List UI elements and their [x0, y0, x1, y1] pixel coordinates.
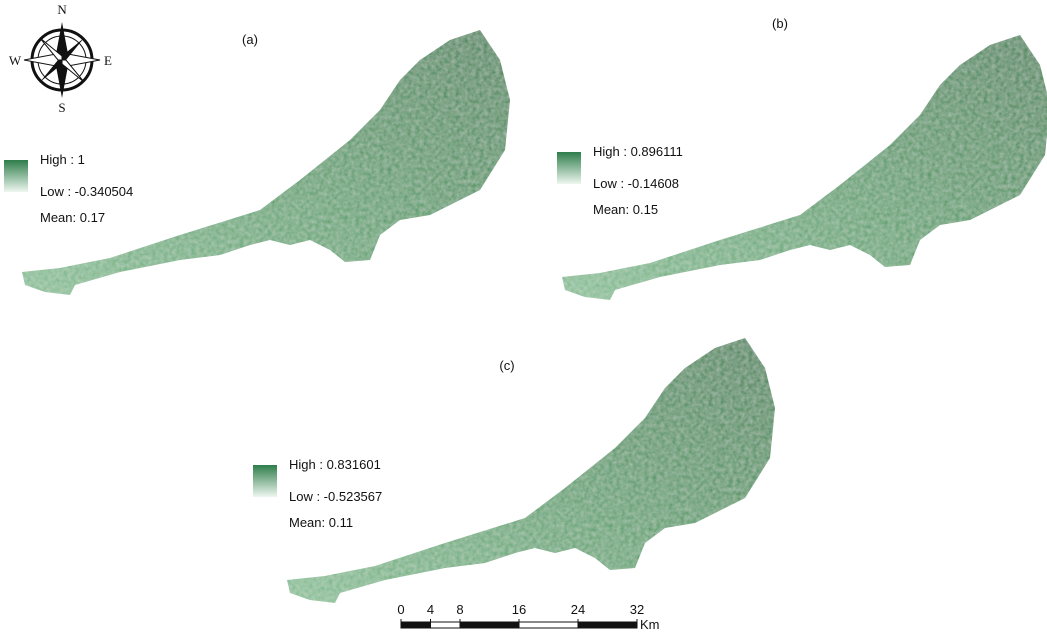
legend-ramp [557, 152, 581, 184]
legend-ramp [4, 160, 28, 192]
scale-label: 8 [456, 602, 463, 617]
legend-ramp [253, 465, 277, 497]
scale-label: 16 [512, 602, 526, 617]
compass-w: W [9, 53, 22, 68]
scale-label: 0 [397, 602, 404, 617]
region-map-a [22, 30, 510, 295]
scale-label: 32 [630, 602, 644, 617]
scale-unit: Km [640, 617, 660, 632]
legend-high: High : 1 [40, 152, 85, 167]
legend-mean: Mean: 0.17 [40, 210, 105, 225]
panel-2: (c) High : 0.831601 Low : -0.523567 Mean: 0… [253, 358, 515, 530]
legend-high: High : 0.896111 [593, 144, 683, 159]
legend-mean: Mean: 0.11 [289, 515, 353, 530]
panel-label: (b) [772, 16, 788, 31]
compass-e: E [104, 53, 112, 68]
panel-label: (a) [242, 32, 258, 47]
legend-high: High : 0.831601 [289, 457, 381, 472]
panel-1: (b) High : 0.896111 Low : -0.14608 Mean: 0.… [557, 16, 788, 217]
scale-segment [401, 622, 431, 628]
figure: N S E W 0 4 8 16 24 32Km (a) High : 1 Low : -0.… [0, 0, 1047, 633]
panel-label: (c) [499, 358, 514, 373]
scale-segment [460, 622, 519, 628]
compass-s: S [58, 100, 65, 115]
scale-label: 4 [427, 602, 434, 617]
scale-label: 24 [571, 602, 585, 617]
region-map-b [562, 35, 1047, 300]
map-figure: N S E W 0 4 8 16 24 32Km (a) High : 1 Low : -0.… [0, 0, 1047, 633]
legend-low: Low : -0.340504 [40, 184, 133, 199]
legend-mean: Mean: 0.15 [593, 202, 658, 217]
compass-rose: N S E W [9, 2, 112, 115]
compass-n: N [57, 2, 67, 17]
scale-segment [578, 622, 637, 628]
legend-low: Low : -0.14608 [593, 176, 679, 191]
legend-low: Low : -0.523567 [289, 489, 382, 504]
